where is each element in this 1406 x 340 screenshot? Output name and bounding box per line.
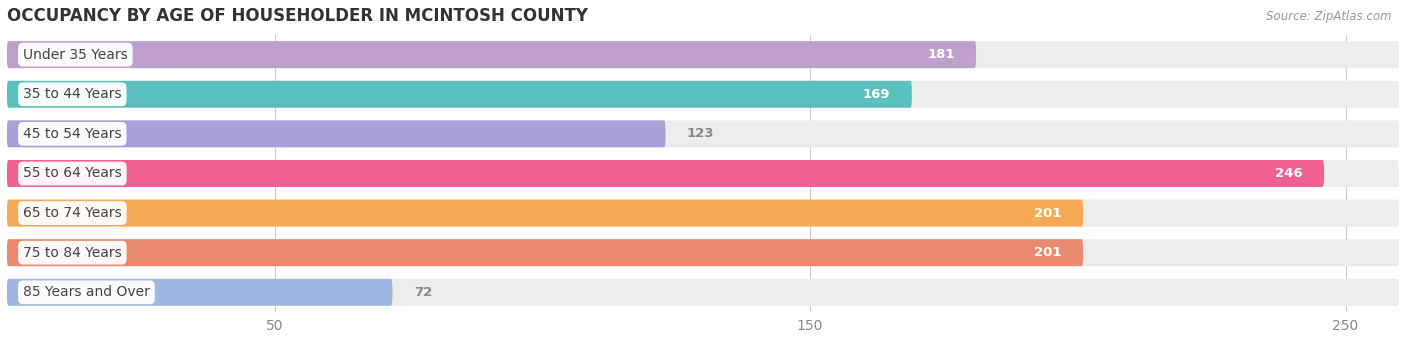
FancyBboxPatch shape <box>7 239 1399 266</box>
Text: 75 to 84 Years: 75 to 84 Years <box>22 246 122 260</box>
Text: Source: ZipAtlas.com: Source: ZipAtlas.com <box>1267 10 1392 23</box>
FancyBboxPatch shape <box>7 81 912 108</box>
FancyBboxPatch shape <box>7 279 1399 306</box>
FancyBboxPatch shape <box>7 160 1324 187</box>
Text: OCCUPANCY BY AGE OF HOUSEHOLDER IN MCINTOSH COUNTY: OCCUPANCY BY AGE OF HOUSEHOLDER IN MCINT… <box>7 7 588 25</box>
Text: Under 35 Years: Under 35 Years <box>22 48 128 62</box>
FancyBboxPatch shape <box>7 120 665 147</box>
Text: 45 to 54 Years: 45 to 54 Years <box>22 127 122 141</box>
FancyBboxPatch shape <box>7 41 1399 68</box>
Text: 85 Years and Over: 85 Years and Over <box>22 285 150 299</box>
FancyBboxPatch shape <box>7 160 1399 187</box>
FancyBboxPatch shape <box>7 81 1399 108</box>
Text: 246: 246 <box>1275 167 1303 180</box>
FancyBboxPatch shape <box>7 279 392 306</box>
Text: 123: 123 <box>688 128 714 140</box>
Text: 35 to 44 Years: 35 to 44 Years <box>22 87 122 101</box>
FancyBboxPatch shape <box>7 120 1399 147</box>
Text: 55 to 64 Years: 55 to 64 Years <box>22 167 122 181</box>
FancyBboxPatch shape <box>7 200 1083 226</box>
Text: 169: 169 <box>863 88 890 101</box>
Text: 201: 201 <box>1035 246 1062 259</box>
FancyBboxPatch shape <box>7 239 1083 266</box>
FancyBboxPatch shape <box>7 200 1399 226</box>
Text: 65 to 74 Years: 65 to 74 Years <box>22 206 122 220</box>
FancyBboxPatch shape <box>7 41 976 68</box>
Text: 72: 72 <box>413 286 432 299</box>
Text: 201: 201 <box>1035 207 1062 220</box>
Text: 181: 181 <box>927 48 955 61</box>
